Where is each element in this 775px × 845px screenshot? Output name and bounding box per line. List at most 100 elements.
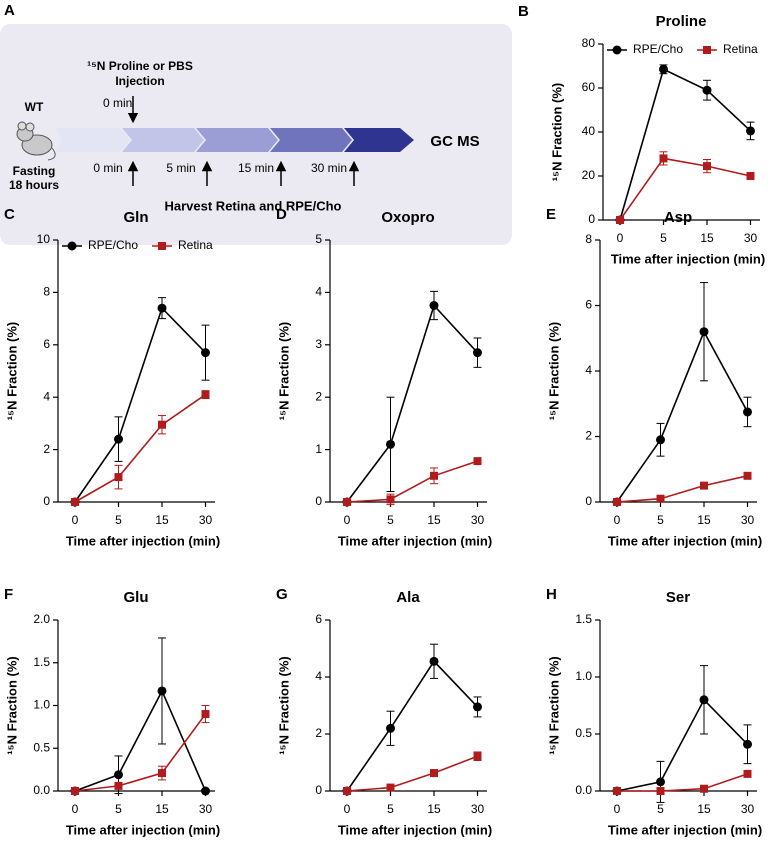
x-tick-label: 15 xyxy=(427,513,441,527)
data-point xyxy=(700,784,708,793)
data-point xyxy=(613,787,621,795)
data-point xyxy=(616,216,624,224)
wt-label: WT xyxy=(25,100,44,114)
y-tick-label: 4 xyxy=(315,669,322,683)
x-tick-label: 30 xyxy=(744,231,758,245)
series-line xyxy=(617,773,748,792)
data-point xyxy=(473,348,482,358)
chart-title: Asp xyxy=(664,209,692,226)
y-tick-label: 0 xyxy=(585,494,592,508)
chart-title: Proline xyxy=(656,13,707,30)
harvest-time: 0 min xyxy=(93,161,122,175)
output-label: GC MS xyxy=(430,133,479,150)
data-point xyxy=(386,495,395,504)
data-point xyxy=(743,769,752,778)
x-tick-label: 0 xyxy=(72,802,79,816)
fasting-label: 18 hours xyxy=(9,178,59,192)
data-point xyxy=(743,739,752,749)
data-point xyxy=(71,787,79,795)
x-axis-label: Time after injection (min) xyxy=(66,822,220,837)
y-axis-label: ¹⁵N Fraction (%) xyxy=(4,322,19,421)
y-tick-label: 8 xyxy=(43,285,50,299)
harvest-label: Harvest Retina and RPE/Cho xyxy=(165,198,342,213)
data-point xyxy=(71,498,79,506)
panel-label: C xyxy=(4,206,15,223)
x-axis-label: Time after injection (min) xyxy=(608,822,762,837)
y-tick-label: 2 xyxy=(315,389,322,403)
x-axis-label: Time after injection (min) xyxy=(338,533,492,548)
y-tick-label: 6 xyxy=(43,337,50,351)
chart-title: Gln xyxy=(124,209,149,226)
x-tick-label: 0 xyxy=(617,231,624,245)
series-line xyxy=(346,460,478,503)
mouse-icon xyxy=(16,121,56,161)
data-point xyxy=(473,457,482,466)
x-tick-label: 0 xyxy=(344,513,351,527)
series-line xyxy=(619,68,752,221)
data-point xyxy=(114,781,123,790)
x-tick-label: 15 xyxy=(427,802,441,816)
data-point xyxy=(700,481,708,490)
x-axis-label: Time after injection (min) xyxy=(338,822,492,837)
y-axis-label: ¹⁵N Fraction (%) xyxy=(276,322,291,421)
data-point xyxy=(702,85,712,95)
chart: E Asp 0 2 4 6 8 0 5 15 30 Time after injection (min… xyxy=(546,206,762,548)
y-tick-label: 0.0 xyxy=(575,783,592,797)
y-tick-label: 1.5 xyxy=(33,655,50,669)
data-point xyxy=(201,710,210,719)
data-point xyxy=(656,494,665,503)
y-tick-label: 2 xyxy=(43,442,50,456)
data-point xyxy=(157,303,167,313)
legend-label: RPE/Cho xyxy=(633,42,683,56)
x-tick-label: 0 xyxy=(614,802,621,816)
data-point xyxy=(746,172,755,180)
y-tick-label: 20 xyxy=(582,168,596,182)
y-tick-label: 0 xyxy=(315,783,322,797)
x-tick-label: 15 xyxy=(155,513,169,527)
panel-label: F xyxy=(4,586,13,603)
x-tick-label: 5 xyxy=(657,802,664,816)
fasting-label: Fasting xyxy=(13,164,56,178)
data-point xyxy=(659,154,668,163)
series-line xyxy=(346,660,479,792)
data-point xyxy=(429,301,439,310)
chart: G Ala 0 2 4 6 0 5 15 30 Time after injection (min)… xyxy=(276,586,492,837)
chart: C Gln 0 2 4 6 8 10 0 5 15 30 Time after injection (m… xyxy=(4,206,220,548)
y-tick-label: 2.0 xyxy=(33,612,50,626)
data-point xyxy=(613,498,621,506)
y-tick-label: 0 xyxy=(588,212,595,226)
y-tick-label: 6 xyxy=(315,612,322,626)
y-tick-label: 2 xyxy=(585,429,592,443)
y-tick-label: 0.5 xyxy=(33,740,50,754)
data-point xyxy=(703,162,711,171)
legend-marker xyxy=(158,242,166,250)
y-tick-label: 8 xyxy=(585,232,592,246)
y-tick-label: 0 xyxy=(43,494,50,508)
injection-time: 0 min xyxy=(103,96,132,110)
legend-marker xyxy=(67,241,77,251)
x-tick-label: 30 xyxy=(471,802,485,816)
series-line xyxy=(74,306,207,503)
panel-label: H xyxy=(546,586,557,603)
timeline-step xyxy=(196,128,278,152)
data-point xyxy=(430,769,438,778)
x-tick-label: 0 xyxy=(344,802,351,816)
timeline-step xyxy=(270,128,352,152)
data-point xyxy=(699,695,709,705)
y-axis-label: ¹⁵N Fraction (%) xyxy=(276,656,291,755)
y-tick-label: 5 xyxy=(315,232,322,246)
injection-label: Injection xyxy=(115,74,164,88)
chart: F Glu 0.0 0.5 1.0 1.5 2.0 0 5 15 30 Time after inje… xyxy=(4,586,220,837)
x-tick-label: 15 xyxy=(697,802,711,816)
legend-marker xyxy=(612,45,622,55)
data-point xyxy=(201,348,210,358)
y-tick-label: 4 xyxy=(43,389,50,403)
y-tick-label: 60 xyxy=(582,80,596,94)
legend-label: Retina xyxy=(723,42,758,56)
y-tick-label: 80 xyxy=(582,36,596,50)
series-line xyxy=(74,689,207,792)
chart: H Ser 0.0 0.5 1.0 1.5 0 5 15 30 Time after injecti… xyxy=(546,586,762,837)
data-point xyxy=(157,686,167,696)
data-point xyxy=(158,769,166,778)
